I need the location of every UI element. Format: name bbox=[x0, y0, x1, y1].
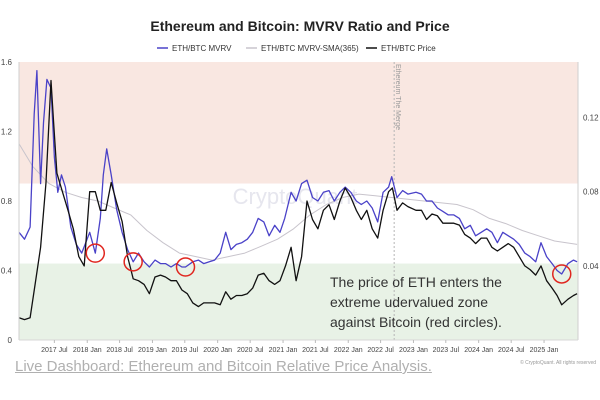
legend: ETH/BTC MVRV ETH/BTC MVRV-SMA(365) ETH/B… bbox=[157, 44, 436, 53]
chart-title: Ethereum and Bitcoin: MVRV Ratio and Pri… bbox=[150, 18, 449, 34]
y-right-tick-label: 0.04 bbox=[583, 262, 599, 271]
x-axis: 2017 Jul 2018 Jan 2018 Jul 2019 Jan 2019 Jul… bbox=[41, 340, 559, 354]
y-right-tick-label: 0.08 bbox=[583, 188, 599, 197]
credit-text: © CryptoQuant. All rights reserved bbox=[520, 359, 596, 366]
x-tick-label: 2018 Jul bbox=[106, 347, 133, 354]
x-tick-label: 2021 Jan bbox=[269, 347, 298, 354]
legend-label-sma: ETH/BTC MVRV-SMA(365) bbox=[261, 44, 359, 53]
highlight-circles bbox=[85, 243, 572, 284]
legend-item-sma[interactable]: ETH/BTC MVRV-SMA(365) bbox=[246, 44, 359, 53]
x-tick-label: 2018 Jan bbox=[73, 347, 102, 354]
zone-2 bbox=[19, 263, 578, 340]
x-tick-label: 2022 Jul bbox=[367, 347, 394, 354]
legend-label-mvrv: ETH/BTC MVRV bbox=[172, 44, 232, 53]
x-tick-label: 2017 Jul bbox=[41, 347, 68, 354]
left-y-axis: 0 0.4 0.8 1.2 1.6 bbox=[1, 58, 13, 345]
y-left-tick-label: 0.4 bbox=[1, 267, 13, 276]
x-tick-label: 2020 Jul bbox=[237, 347, 264, 354]
x-tick-label: 2024 Jul bbox=[498, 347, 525, 354]
highlight-circle-2 bbox=[123, 252, 143, 272]
legend-item-mvrv[interactable]: ETH/BTC MVRV bbox=[157, 44, 232, 53]
event-label: Ethereum The Merge bbox=[394, 64, 401, 130]
series-lines bbox=[18, 70, 578, 321]
valuation-zones bbox=[19, 62, 578, 340]
series-price bbox=[18, 79, 578, 321]
x-tick-label: 2023 Jul bbox=[433, 347, 460, 354]
annotation-line-1: The price of ETH enters the bbox=[330, 274, 502, 290]
right-y-axis: 0.04 0.08 0.12 bbox=[583, 114, 599, 271]
x-tick-label: 2022 Jan bbox=[334, 347, 363, 354]
y-left-tick-label: 0 bbox=[8, 336, 13, 345]
y-left-tick-label: 1.6 bbox=[1, 58, 13, 67]
event-marker: Ethereum The Merge bbox=[393, 62, 401, 340]
series-mvrv-sma bbox=[18, 143, 578, 261]
x-tick-label: 2023 Jan bbox=[399, 347, 428, 354]
annotation: The price of ETH enters the extreme uder… bbox=[330, 274, 502, 330]
highlight-circle-4 bbox=[551, 264, 572, 284]
highlight-circle-1 bbox=[85, 243, 106, 263]
y-left-tick-label: 0.8 bbox=[1, 197, 13, 206]
x-tick-label: 2019 Jul bbox=[172, 347, 199, 354]
y-right-tick-label: 0.12 bbox=[583, 114, 599, 123]
annotation-line-2: extreme udervalued zone bbox=[330, 294, 488, 310]
x-tick-label: 2024 Jan bbox=[464, 347, 493, 354]
highlight-circle-3 bbox=[175, 257, 196, 277]
x-tick-label: 2020 Jan bbox=[203, 347, 232, 354]
series-mvrv bbox=[18, 70, 578, 275]
annotation-line-3: against Bitcoin (red circles). bbox=[330, 314, 502, 330]
live-dashboard-link[interactable]: Live Dashboard: Ethereum and Bitcoin Rel… bbox=[15, 358, 432, 375]
zone-0 bbox=[19, 62, 578, 184]
x-tick-label: 2025 Jan bbox=[530, 347, 559, 354]
zone-1 bbox=[19, 183, 578, 264]
x-tick-label: 2019 Jan bbox=[138, 347, 167, 354]
legend-item-price[interactable]: ETH/BTC Price bbox=[366, 44, 436, 53]
x-tick-label: 2021 Jul bbox=[302, 347, 329, 354]
legend-label-price: ETH/BTC Price bbox=[381, 44, 436, 53]
y-left-tick-label: 1.2 bbox=[1, 128, 13, 137]
